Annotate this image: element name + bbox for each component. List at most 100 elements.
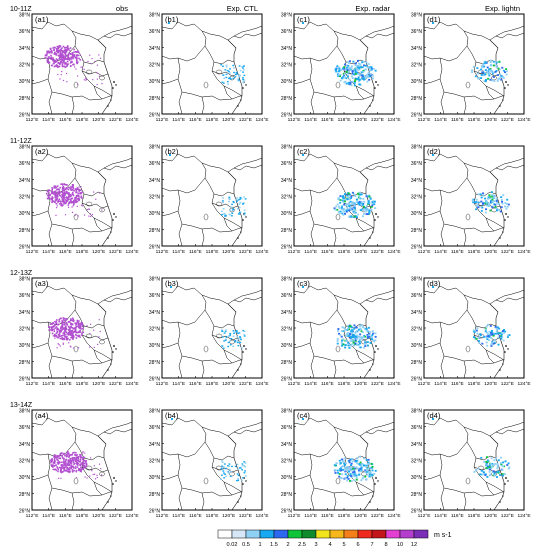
lat-tick-label: 28°N xyxy=(19,96,31,102)
lon-tick-label: 122°E xyxy=(109,381,122,387)
map-base xyxy=(293,13,395,115)
lat-tick-label: 36°N xyxy=(281,293,293,299)
lat-tick-label: 28°N xyxy=(149,228,161,234)
colorbar-swatch xyxy=(385,529,401,539)
lon-tick-label: 114°E xyxy=(434,249,447,255)
lat-tick-label: 32°N xyxy=(19,327,31,333)
lat-tick-label: 26°N xyxy=(19,113,31,119)
map-base xyxy=(423,13,525,115)
lon-tick-label: 124°E xyxy=(255,381,268,387)
lat-tick-label: 28°N xyxy=(411,360,423,366)
panel-label: (c3) xyxy=(297,279,310,288)
lat-tick-label: 32°N xyxy=(411,195,423,201)
lon-tick-label: 114°E xyxy=(434,117,447,123)
lon-tick-label: 112°E xyxy=(418,117,431,123)
map-base xyxy=(423,145,525,247)
lon-tick-label: 122°E xyxy=(239,117,252,123)
row-time-label: 13-14Z xyxy=(10,402,33,409)
lat-tick-label: 26°N xyxy=(411,245,423,251)
lat-tick-label: 26°N xyxy=(411,113,423,119)
lon-tick-label: 114°E xyxy=(42,381,55,387)
lon-tick-label: 112°E xyxy=(288,249,301,255)
lat-tick-label: 26°N xyxy=(411,509,423,515)
lon-tick-label: 124°E xyxy=(255,513,268,519)
lon-tick-label: 118°E xyxy=(76,381,89,387)
lon-tick-label: 112°E xyxy=(418,249,431,255)
lat-tick-label: 38°N xyxy=(281,145,293,151)
precip-field xyxy=(170,286,246,349)
map-base xyxy=(161,409,263,511)
lon-tick-label: 118°E xyxy=(338,117,351,123)
colorbar-tick-label: 5 xyxy=(342,542,345,548)
lat-tick-label: 32°N xyxy=(281,195,293,201)
lat-tick-label: 36°N xyxy=(281,425,293,431)
lat-tick-label: 30°N xyxy=(281,211,293,217)
precip-field xyxy=(302,22,377,87)
lat-tick-label: 36°N xyxy=(149,425,161,431)
map-base xyxy=(31,277,133,379)
colorbar-swatch xyxy=(315,529,331,539)
lon-tick-label: 120°E xyxy=(92,513,105,519)
lon-tick-label: 122°E xyxy=(371,381,384,387)
precip-field xyxy=(432,286,511,347)
panel-label: (d4) xyxy=(427,411,441,420)
lat-tick-label: 30°N xyxy=(411,343,423,349)
lon-tick-label: 122°E xyxy=(371,249,384,255)
colorbar-tick-label: 4 xyxy=(328,542,331,548)
lon-tick-label: 122°E xyxy=(109,249,122,255)
lat-tick-label: 30°N xyxy=(411,211,423,217)
lat-tick-label: 30°N xyxy=(281,343,293,349)
lon-tick-label: 122°E xyxy=(109,117,122,123)
lon-tick-label: 124°E xyxy=(517,381,530,387)
lat-tick-label: 38°N xyxy=(19,409,31,415)
lat-tick-label: 32°N xyxy=(281,459,293,465)
lon-tick-label: 112°E xyxy=(26,249,39,255)
panel-label: (c4) xyxy=(297,411,310,420)
lat-tick-label: 32°N xyxy=(149,63,161,69)
lon-tick-label: 112°E xyxy=(288,381,301,387)
map-base xyxy=(423,277,525,379)
lat-tick-label: 38°N xyxy=(149,409,161,415)
lat-tick-label: 30°N xyxy=(19,79,31,85)
lat-tick-label: 34°N xyxy=(19,310,31,316)
colorbar-tick-label: 0.02 xyxy=(227,542,238,548)
lon-tick-label: 116°E xyxy=(451,513,464,519)
lon-tick-label: 116°E xyxy=(321,249,334,255)
lat-tick-label: 34°N xyxy=(281,310,293,316)
precip-field xyxy=(168,22,246,85)
lon-tick-label: 120°E xyxy=(484,249,497,255)
lat-tick-label: 34°N xyxy=(281,442,293,448)
row-time-label: 10-11Z xyxy=(10,6,32,13)
lon-tick-label: 118°E xyxy=(468,513,481,519)
lat-tick-label: 34°N xyxy=(149,442,161,448)
precip-field xyxy=(169,154,247,217)
lon-tick-label: 122°E xyxy=(501,249,514,255)
panel-label: (c2) xyxy=(297,147,310,156)
lat-tick-label: 30°N xyxy=(19,211,31,217)
colorbar-tick-label: 1.5 xyxy=(270,542,278,548)
lat-tick-label: 26°N xyxy=(149,113,161,119)
lat-tick-label: 32°N xyxy=(149,195,161,201)
lon-tick-label: 112°E xyxy=(288,513,301,519)
panel-label: (c1) xyxy=(297,15,310,24)
lon-tick-label: 118°E xyxy=(468,249,481,255)
lat-tick-label: 26°N xyxy=(19,509,31,515)
lat-tick-label: 34°N xyxy=(281,178,293,184)
lon-tick-label: 114°E xyxy=(304,513,317,519)
lon-tick-label: 122°E xyxy=(239,381,252,387)
lon-tick-label: 112°E xyxy=(156,381,169,387)
lat-tick-label: 28°N xyxy=(19,492,31,498)
lat-tick-label: 34°N xyxy=(411,46,423,52)
colorbar-tick-label: 8 xyxy=(384,542,387,548)
lat-tick-label: 38°N xyxy=(411,277,423,283)
panel-label: (a2) xyxy=(35,147,49,156)
precip-field xyxy=(302,154,377,219)
lon-tick-label: 124°E xyxy=(387,249,400,255)
